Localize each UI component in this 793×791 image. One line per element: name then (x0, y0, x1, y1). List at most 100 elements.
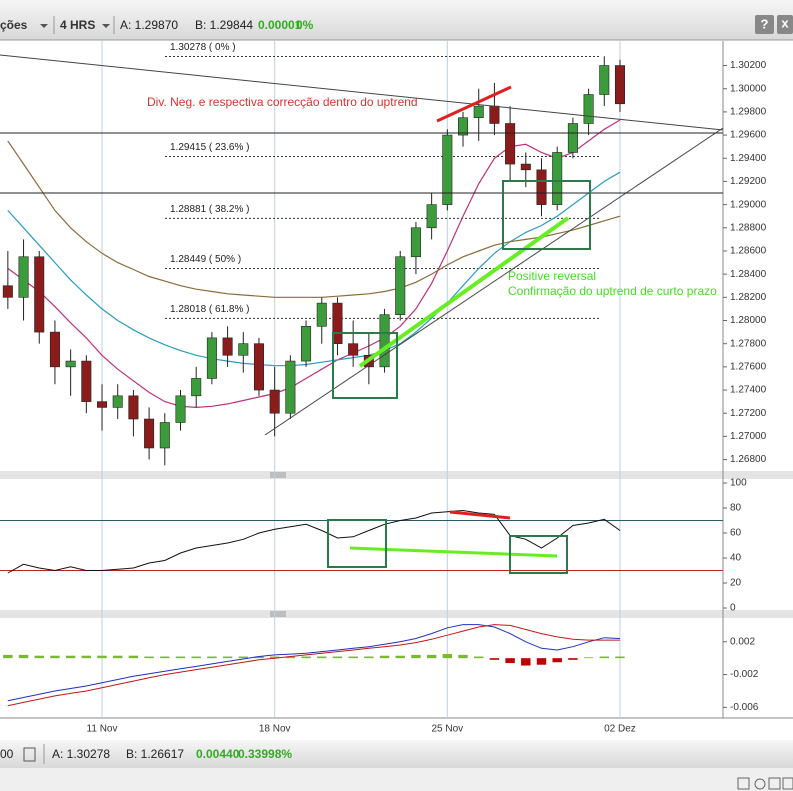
close-button[interactable] (777, 15, 793, 34)
splitter-grip[interactable] (270, 611, 286, 617)
candle-body (552, 152, 563, 205)
y-tick-label: -0.002 (730, 669, 759, 680)
y-tick-label: 1.28600 (730, 246, 767, 257)
dropdown-arrow[interactable] (102, 24, 110, 28)
highlight-box (509, 535, 568, 574)
candle-body (599, 65, 610, 95)
y-tick-label: 80 (730, 503, 742, 514)
y-tick-label: 1.27600 (730, 361, 767, 372)
change-pct: 0% (296, 18, 314, 32)
histogram-bar (536, 658, 547, 665)
candle-body (379, 314, 390, 368)
annotation: Confirmação do uptrend de curto prazo (508, 284, 717, 298)
y-tick-label: 1.29000 (730, 199, 767, 210)
trend-line (0, 54, 724, 131)
help-button[interactable] (755, 15, 774, 34)
candle-body (285, 360, 296, 414)
status-left: 00 (0, 747, 14, 761)
change-pct: 0.33998% (238, 747, 292, 761)
y-tick-label: 0.002 (730, 636, 755, 647)
y-tick-label: 1.30000 (730, 83, 767, 94)
splitter-grip[interactable] (270, 472, 286, 478)
button[interactable] (737, 777, 750, 790)
candle-body (128, 395, 139, 420)
histogram-bar (521, 658, 531, 666)
histogram-bar (474, 656, 484, 659)
panel-splitter[interactable] (0, 610, 793, 618)
candle-body (567, 123, 578, 153)
divergence-line (449, 510, 511, 520)
histogram-bar (332, 656, 343, 659)
y-tick-label: 1.27400 (730, 385, 767, 396)
candle-body (206, 337, 217, 379)
fib-label: 1.29415 ( 23.6% ) (170, 142, 250, 153)
candle-body (520, 163, 531, 171)
button[interactable] (768, 777, 781, 790)
panel-splitter[interactable] (0, 471, 793, 479)
candle-body (175, 395, 186, 423)
help-icon[interactable]: ? (761, 16, 769, 31)
zoom-controls[interactable] (737, 777, 793, 790)
menu-label[interactable]: ções (0, 18, 28, 32)
histogram-bar (254, 656, 264, 659)
candle-body (112, 395, 123, 408)
ask-price: A: 1.29870 (120, 18, 178, 32)
histogram-bar (175, 656, 186, 659)
y-tick-label: 1.27200 (730, 408, 767, 419)
candle-body (348, 343, 359, 356)
candle-body (49, 331, 60, 368)
line-series (7, 624, 621, 702)
y-tick-label: 1.28800 (730, 222, 767, 233)
y-tick-label: 1.27800 (730, 338, 767, 349)
candle-body (614, 65, 625, 105)
annotation: Div. Neg. e respectiva correcção dentro … (147, 95, 418, 109)
y-tick-label: -0.006 (730, 702, 759, 713)
button[interactable] (782, 777, 793, 790)
candle-body (81, 360, 92, 402)
change: 0.00001 (258, 18, 302, 32)
dropdown-arrow[interactable] (40, 24, 48, 28)
fib-label: 1.28881 ( 38.2% ) (170, 204, 250, 215)
candle-body (410, 227, 421, 258)
timeframe[interactable]: 4 HRS (60, 18, 95, 32)
close-icon[interactable]: x (781, 15, 789, 30)
toolbar (0, 0, 793, 40)
candle-body (18, 256, 29, 298)
fib-label: 1.28018 ( 61.8% ) (170, 304, 250, 315)
histogram-bar (599, 656, 609, 659)
annotation: Positive reversal (508, 269, 596, 283)
candle-body (316, 302, 327, 327)
calendar-icon[interactable] (23, 747, 36, 762)
candle-body (191, 378, 202, 397)
line-series (7, 624, 620, 707)
histogram-bar (97, 655, 107, 659)
candle-body (426, 204, 437, 229)
histogram-bar (18, 654, 29, 659)
candle-body (222, 337, 233, 356)
candle-body (301, 325, 312, 362)
histogram-bar (426, 654, 437, 659)
y-tick-label: 1.29200 (730, 176, 767, 187)
histogram-bar (615, 656, 625, 659)
candle-body (536, 169, 547, 205)
y-tick-label: 1.29400 (730, 153, 767, 164)
button[interactable] (754, 778, 766, 790)
y-tick-label: 60 (730, 528, 742, 539)
x-tick-label: 18 Nov (259, 724, 291, 735)
candle-body (253, 343, 264, 391)
histogram-bar (269, 656, 280, 659)
y-tick-label: 100 (730, 478, 747, 489)
y-tick-label: 1.27000 (730, 431, 767, 442)
histogram-bar (442, 654, 453, 659)
line-series (7, 171, 621, 367)
line-series (7, 140, 621, 298)
histogram-bar (222, 656, 233, 659)
bid-price: B: 1.26617 (126, 747, 184, 761)
histogram-bar (207, 656, 217, 659)
x-tick-label: 02 Dez (604, 724, 636, 735)
histogram-bar (458, 654, 468, 659)
y-tick-label: 1.28000 (730, 315, 767, 326)
line-series (7, 119, 621, 409)
histogram-bar (489, 658, 500, 660)
